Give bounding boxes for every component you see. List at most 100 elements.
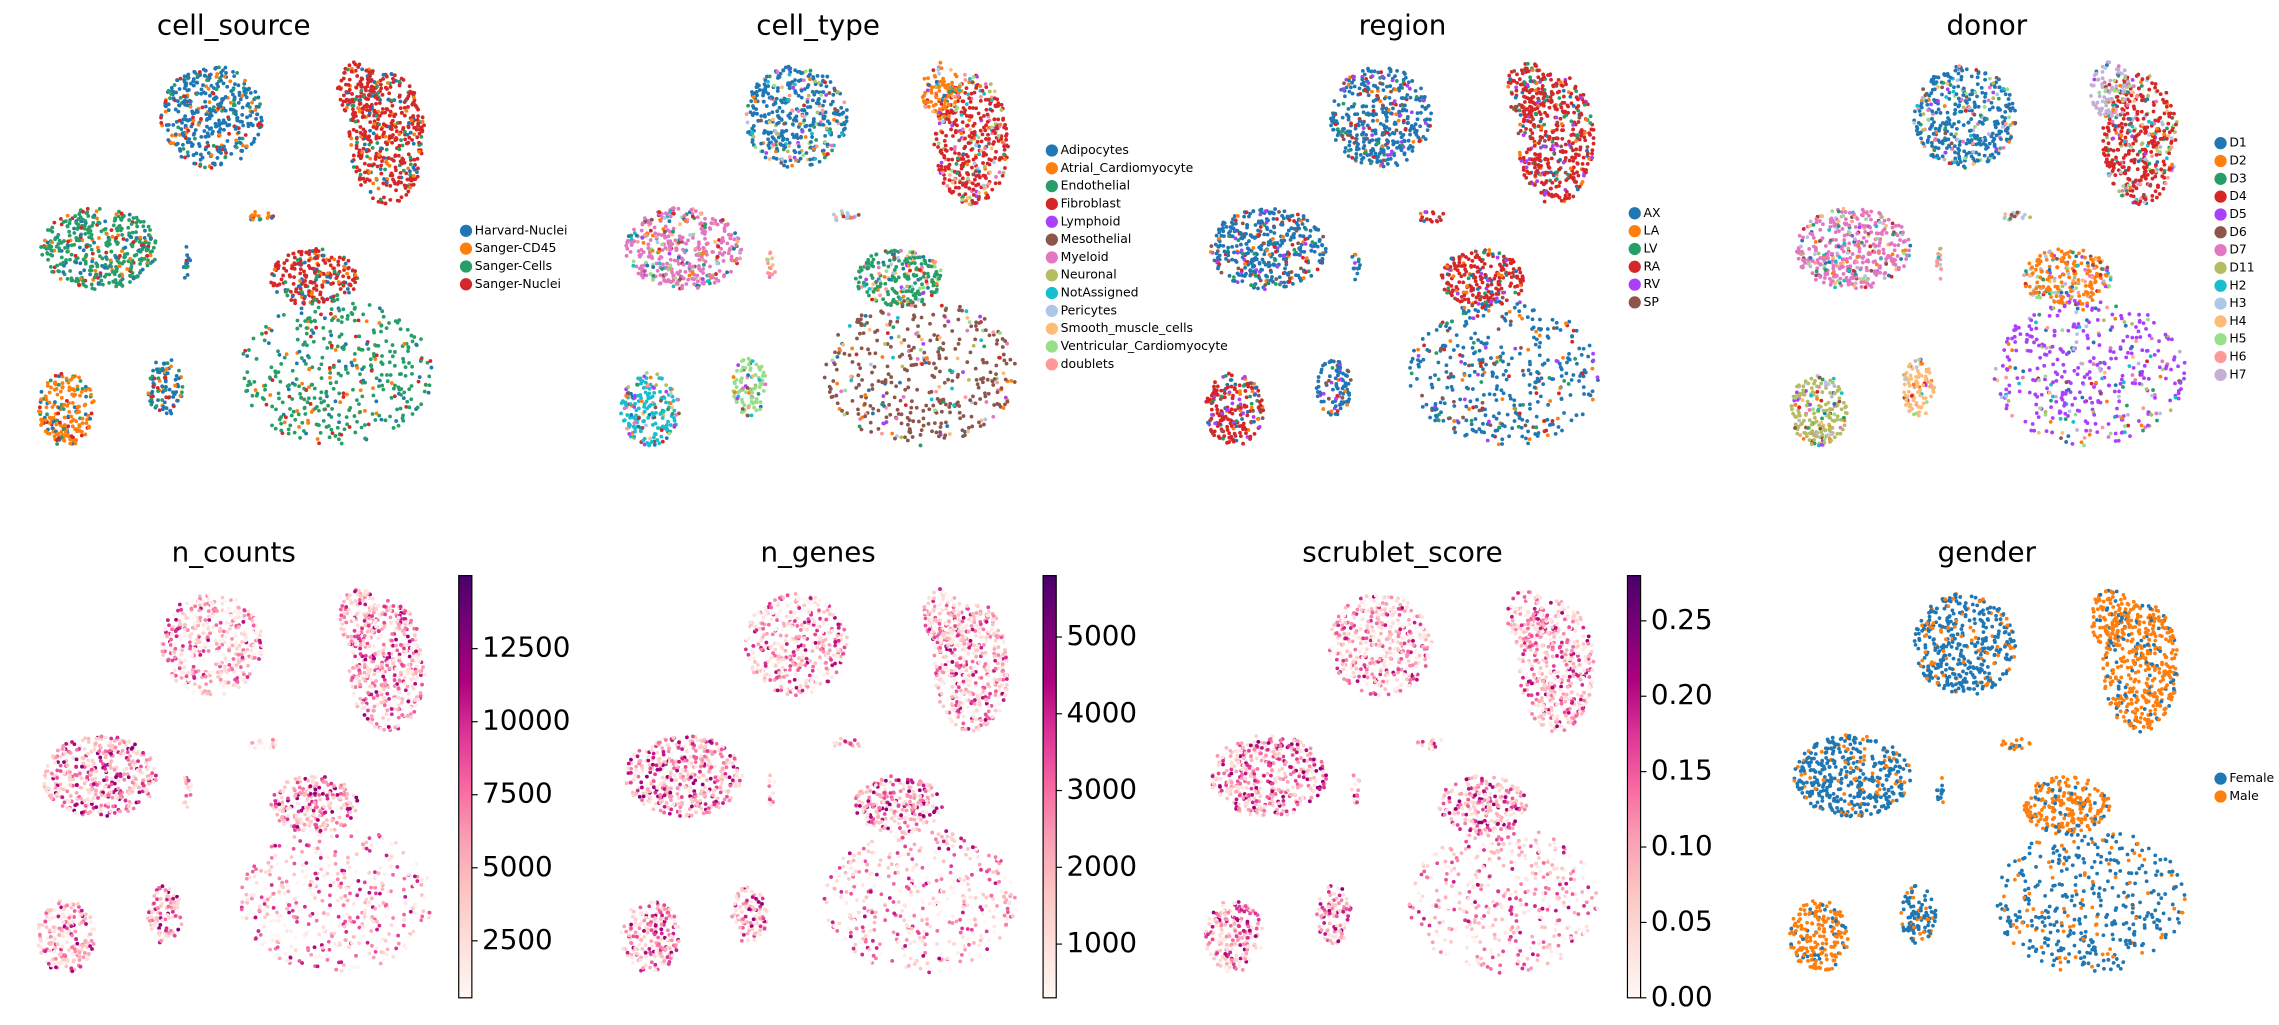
- colorbar-tick-label: 0.15: [1651, 754, 1713, 787]
- legend-marker: [1045, 269, 1058, 282]
- legend-label: Female: [2229, 770, 2274, 785]
- legend-marker: [2214, 790, 2227, 803]
- legend-label: H6: [2229, 349, 2246, 364]
- legend-marker: [1045, 304, 1058, 318]
- legend-label: Pericytes: [1061, 302, 1117, 317]
- legend-marker: [2214, 368, 2227, 382]
- legend-marker: [1628, 242, 1641, 256]
- legend-marker: [459, 224, 473, 237]
- legend-marker: [1045, 179, 1058, 193]
- legend-marker: [1045, 340, 1058, 353]
- legend-marker: [2214, 137, 2227, 150]
- legend-label: Fibroblast: [1061, 195, 1121, 210]
- colorbar-tick-label: 0.25: [1651, 603, 1713, 636]
- legend-label: H5: [2229, 331, 2246, 346]
- panel: gender Female Male: [1788, 536, 2274, 973]
- panel-title: donor: [1947, 8, 2028, 41]
- legend-label: H2: [2229, 277, 2246, 292]
- legend-marker: [2214, 333, 2227, 346]
- panel: donor D1 D2 D3 D4 D5 D6 D7 D11 H2 H3 H4 H5 H6 H7: [1789, 8, 2255, 448]
- panel-title: n_genes: [760, 536, 875, 569]
- colorbar-tick-label: 0.05: [1651, 904, 1713, 937]
- legend-label: Smooth_muscle_cells: [1061, 320, 1193, 335]
- colorbar-tick-label: 2500: [482, 923, 553, 956]
- legend-label: Adipocytes: [1061, 142, 1129, 157]
- legend-marker: [1045, 215, 1058, 228]
- colorbar-tick-label: 0.10: [1651, 829, 1713, 862]
- panel: n_genes 1000 2000 3000 4000 5000: [619, 536, 1137, 999]
- legend-label: Atrial_Cardiomyocyte: [1061, 160, 1194, 175]
- legend-marker: [2214, 772, 2227, 785]
- colorbar: [1042, 575, 1057, 999]
- colorbar-tick-label: 5000: [482, 850, 553, 883]
- panel: n_counts 2500 5000 7500 10000 12500: [36, 536, 570, 999]
- legend-label: D7: [2229, 242, 2246, 257]
- legend-label: D5: [2229, 206, 2246, 221]
- legend-label: Sanger-Cells: [475, 258, 552, 273]
- legend-label: D3: [2229, 170, 2246, 185]
- legend-label: Sanger-Nuclei: [475, 276, 561, 291]
- legend-label: AX: [1644, 205, 1661, 220]
- legend-label: NotAssigned: [1061, 285, 1139, 300]
- panel: cell_source Harvard-Nuclei Sanger-CD45 Sang…: [36, 8, 568, 446]
- legend-marker: [1045, 286, 1058, 300]
- legend-marker: [1045, 162, 1058, 175]
- legend-marker: [2214, 279, 2227, 292]
- legend-marker: [2214, 350, 2227, 364]
- legend-marker: [1628, 296, 1641, 309]
- colorbar-tick-label: 0.00: [1651, 980, 1713, 1013]
- embedding-points: [619, 587, 1018, 975]
- colorbar-tick-label: 12500: [482, 631, 570, 664]
- legend-label: H3: [2229, 295, 2246, 310]
- legend-label: Mesothelial: [1061, 231, 1132, 246]
- colorbar-tick-label: 1000: [1066, 926, 1137, 959]
- legend-marker: [2214, 154, 2227, 168]
- legend-label: Male: [2229, 788, 2258, 803]
- legend-marker: [1045, 322, 1058, 335]
- legend-label: Neuronal: [1061, 267, 1117, 282]
- embedding-points: [36, 588, 432, 974]
- panel-title: cell_source: [157, 8, 311, 41]
- legend-marker: [2214, 243, 2227, 257]
- legend-label: Myeloid: [1061, 249, 1109, 264]
- legend-label: D11: [2229, 259, 2254, 274]
- colorbar-tick-label: 10000: [482, 704, 570, 737]
- legend-marker: [2214, 226, 2227, 239]
- panel-title: gender: [1938, 536, 2037, 569]
- legend-marker: [1628, 224, 1641, 238]
- legend-marker: [459, 260, 473, 273]
- colorbar: [458, 575, 473, 999]
- legend-marker: [1045, 358, 1058, 371]
- legend-label: Sanger-CD45: [475, 240, 557, 255]
- colorbar-tick-label: 2000: [1066, 849, 1137, 882]
- legend-label: SP: [1644, 294, 1660, 309]
- colorbar: [1626, 575, 1642, 999]
- panel-title: scrublet_score: [1302, 536, 1502, 569]
- embedding-points: [1204, 61, 1600, 447]
- legend-marker: [2214, 297, 2227, 310]
- panel-title: n_counts: [172, 536, 296, 569]
- colorbar-tick-label: 0.20: [1651, 678, 1713, 711]
- legend-label: H7: [2229, 366, 2246, 381]
- legend-marker: [2214, 315, 2227, 328]
- legend-label: Endothelial: [1061, 178, 1130, 193]
- panel-title: cell_type: [756, 8, 880, 41]
- embedding-points: [1789, 60, 2187, 448]
- legend-marker: [1045, 251, 1058, 264]
- legend-marker: [459, 242, 473, 255]
- legend-label: D6: [2229, 224, 2247, 239]
- legend-marker: [1628, 278, 1641, 291]
- legend-label: LV: [1644, 240, 1659, 255]
- legend-label: RV: [1644, 276, 1661, 291]
- panel: scrublet_score 0.00 0.05 0.10 0.15 0.20 0.25: [1203, 536, 1713, 1013]
- colorbar-tick-label: 3000: [1066, 773, 1137, 806]
- colorbar-tick-label: 4000: [1066, 696, 1137, 729]
- legend-marker: [459, 278, 473, 291]
- legend-marker: [1628, 207, 1641, 220]
- legend-label: Harvard-Nuclei: [475, 222, 568, 237]
- panel: region AX LA LV RA RV SP: [1204, 8, 1661, 447]
- legend-label: H4: [2229, 313, 2246, 328]
- embedding-points: [1788, 588, 2187, 973]
- embedding-points: [1203, 590, 1600, 975]
